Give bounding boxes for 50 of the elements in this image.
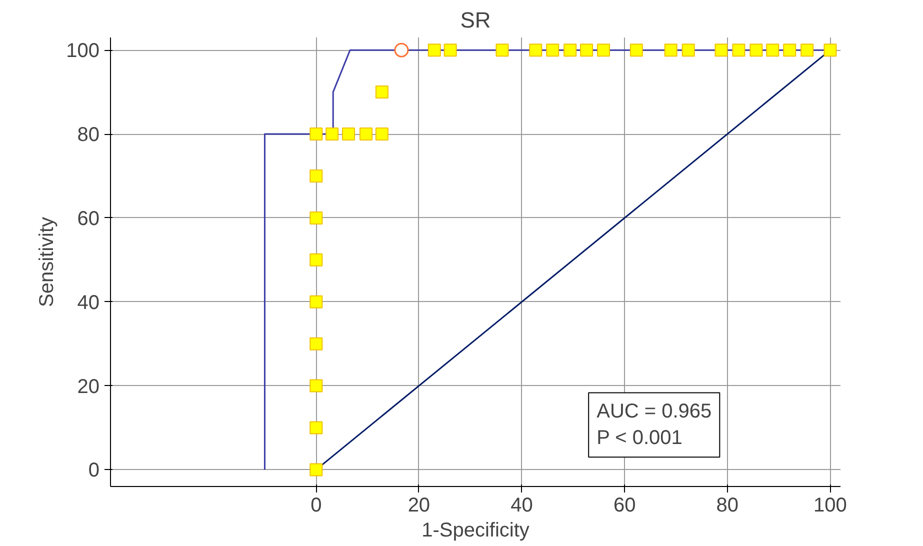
x-tick-label: 100	[814, 494, 847, 516]
point	[732, 44, 746, 57]
point	[326, 128, 339, 141]
x-tick-label: 60	[613, 494, 636, 516]
point	[310, 253, 323, 266]
y-tick-label: 40	[77, 292, 100, 314]
y-tick-label: 20	[77, 376, 100, 398]
point	[824, 44, 837, 57]
y-tick-label: 0	[88, 460, 100, 482]
point	[800, 44, 814, 57]
point	[496, 44, 509, 57]
point	[360, 128, 372, 141]
y-tick-label: 80	[77, 124, 100, 146]
y-tick-label: 100	[66, 40, 100, 62]
annotation: P < 0.001	[596, 427, 682, 450]
x-axis-title: 1-Specificity	[422, 520, 530, 542]
y-axis-title: Sensitivity	[36, 216, 58, 308]
point	[375, 128, 388, 141]
point	[546, 44, 560, 57]
x-tick-label: 20	[408, 494, 430, 516]
point	[310, 379, 323, 392]
point	[310, 421, 323, 434]
y-tick-label: 60	[77, 208, 100, 230]
point	[714, 44, 728, 57]
x-tick-label: 80	[716, 494, 739, 516]
point	[310, 169, 323, 182]
point	[310, 295, 323, 308]
point	[682, 44, 695, 57]
point	[310, 337, 323, 350]
point	[428, 44, 441, 57]
point	[630, 44, 643, 57]
x-tick-label: 40	[510, 494, 533, 516]
point	[529, 44, 542, 57]
point	[766, 44, 780, 57]
point	[310, 128, 323, 141]
point	[750, 44, 763, 57]
point	[444, 44, 457, 57]
point	[580, 44, 594, 57]
point	[375, 86, 388, 99]
point	[342, 128, 356, 141]
point	[597, 44, 610, 57]
x-tick-label: 0	[310, 494, 322, 516]
annotation: AUC = 0.965	[596, 400, 712, 423]
point	[664, 44, 678, 57]
point	[564, 44, 577, 57]
point	[310, 211, 323, 224]
point	[394, 42, 409, 58]
chart-title: SR	[460, 8, 491, 32]
point	[783, 44, 796, 57]
point	[310, 463, 323, 476]
